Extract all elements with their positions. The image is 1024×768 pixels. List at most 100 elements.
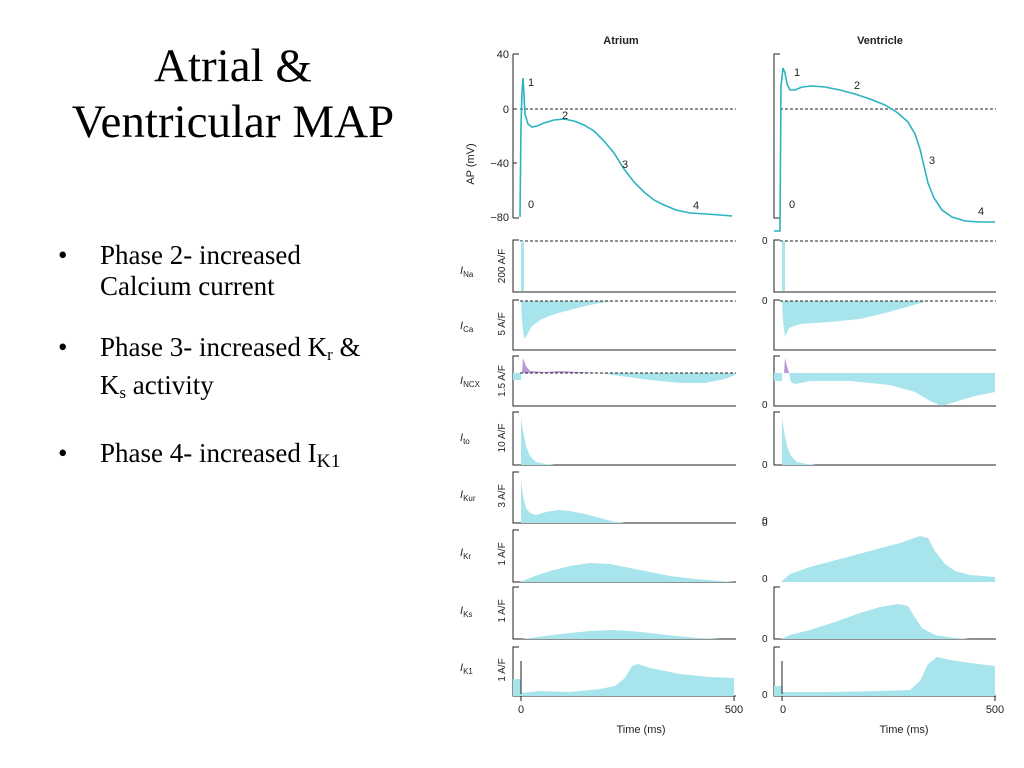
incx-inward-ventricle [774,373,995,406]
time-tick-500: 500 [986,704,1004,716]
current-scale-incx: 1.5 A/F [497,365,508,397]
incx-outward-ventricle [784,358,789,373]
bullet-text-line2-post: activity [126,370,214,401]
current-name-ik1: IK1 [460,662,473,676]
bullet-subscript: K1 [316,451,341,473]
time-axis-label: Time (ms) [879,724,928,736]
zero-label: 0 [762,400,768,411]
title-line-2: Ventricular MAP [71,96,395,148]
ap-phase-atrium-2: 2 [562,110,568,122]
current-row-ikur: IKur 3 A/F 0 [460,471,768,529]
ina-trace-atrium [521,241,524,291]
zero-label: 0 [762,460,768,471]
zero-label: 0 [762,296,768,307]
current-scale-ito: 10 A/F [497,424,508,453]
incx-inward-atrium [513,373,735,383]
bullet-phase-2: • Phase 2- increased Calcium current [58,240,448,302]
ap-phase-ventricle-0: 0 [789,199,795,211]
bullet-subscript-2: s [119,383,127,403]
bullet-text-line2: K [100,370,120,401]
ap-phase-ventricle-1: 1 [794,67,800,79]
zero-label: 0 [762,690,768,701]
ap-phase-atrium-4: 4 [693,200,699,212]
current-row-ica: ICa 5 A/F 0 [460,296,996,351]
incx-outward-atrium [522,358,600,373]
bullet-text: Phase 4- increased I [100,438,317,469]
ikur-trace-atrium [521,480,625,523]
ina-trace-ventricle [782,241,785,291]
ap-ytick-0: 0 [503,104,509,116]
current-row-ikr: IKr 1 A/F 0 0 [460,516,995,585]
ap-ylabel: AP (mV) [465,143,477,184]
slide-title: Atrial & Ventricular MAP [18,38,448,150]
bullet-dot: • [58,332,68,362]
action-potential-figure: Atrium Ventricle AP (mV) 40 0 −40 −80 0 … [460,35,1004,736]
ap-ytick-minus80: −80 [490,212,509,224]
bullet-text: Phase 3- increased K [100,332,328,362]
ap-phase-ventricle-4: 4 [978,206,984,218]
ap-trace-ventricle [774,67,995,232]
current-scale-ica: 5 A/F [497,312,508,335]
current-row-iks: IKs 1 A/F 0 [460,586,996,645]
current-name-ina: INa [460,265,474,279]
ito-trace-ventricle [782,418,816,465]
current-row-incx: INCX 1.5 A/F 0 [460,355,996,411]
current-name-ikr: IKr [460,547,471,561]
ap-phase-ventricle-2: 2 [854,80,860,92]
ap-ytick-40: 40 [497,49,509,61]
current-row-ito: Ito 10 A/F 0 [460,411,996,471]
ap-trace-atrium [519,77,733,217]
ap-phase-atrium-0: 0 [528,199,534,211]
current-name-ikur: IKur [460,489,476,503]
bullet-phase-4: • Phase 4- increased IK1 [58,438,448,477]
time-tick-500: 500 [725,704,743,716]
zero-label: 0 [762,236,768,247]
bullet-text-line2: Calcium current [100,271,275,301]
ap-ytick-minus40: −40 [490,158,509,170]
ap-phase-atrium-3: 3 [622,159,628,171]
current-scale-ina: 200 A/F [497,249,508,283]
ikr-trace-ventricle [781,536,995,582]
current-name-iks: IKs [460,605,472,619]
current-scale-iks: 1 A/F [497,599,508,622]
iks-trace-atrium [522,630,720,639]
current-scale-ikr: 1 A/F [497,542,508,565]
ap-axes-ventricle [773,53,780,219]
current-name-ica: ICa [460,320,474,334]
ap-axes-atrium [512,53,519,219]
current-row-ina: INa 200 A/F 0 [460,236,996,293]
bullet-dot: • [58,240,68,270]
zero-label: 0 [762,518,768,529]
current-scale-ikur: 3 A/F [497,484,508,507]
current-name-ito: Ito [460,432,470,446]
time-tick-0: 0 [780,704,786,716]
iks-trace-ventricle [781,604,970,639]
bullet-text-mid: & [332,332,361,362]
current-name-incx: INCX [460,375,481,389]
ik1-trace-ventricle [774,657,995,696]
ap-phase-ventricle-3: 3 [929,155,935,167]
bullet-phase-3: • Phase 3- increased Kr & Ks activity [58,332,448,408]
bullet-subscript: r [327,345,333,365]
bullet-list: • Phase 2- increased Calcium current • P… [58,240,448,507]
title-line-1: Atrial & [154,40,312,92]
ikr-trace-atrium [520,563,735,582]
time-axis-label: Time (ms) [616,724,665,736]
zero-label: 0 [762,634,768,645]
panel-title-atrium: Atrium [603,35,639,47]
bullet-text: Phase 2- increased [100,240,301,270]
zero-label: 0 [762,574,768,585]
zero-label: 0 [762,516,768,527]
ik1-trace-atrium [513,664,734,696]
time-tick-0: 0 [518,704,524,716]
time-axis-ventricle: 0 500 Time (ms) [780,696,1004,736]
ica-trace-atrium [521,301,615,339]
current-scale-ik1: 1 A/F [497,658,508,681]
time-axis-atrium: 0 500 Time (ms) [518,696,743,736]
panel-title-ventricle: Ventricle [857,35,903,47]
ito-trace-atrium [521,418,555,465]
ap-phase-atrium-1: 1 [528,77,534,89]
current-row-ik1: IK1 1 A/F 0 [460,646,996,701]
ica-trace-ventricle [782,301,928,337]
bullet-dot: • [58,438,68,469]
